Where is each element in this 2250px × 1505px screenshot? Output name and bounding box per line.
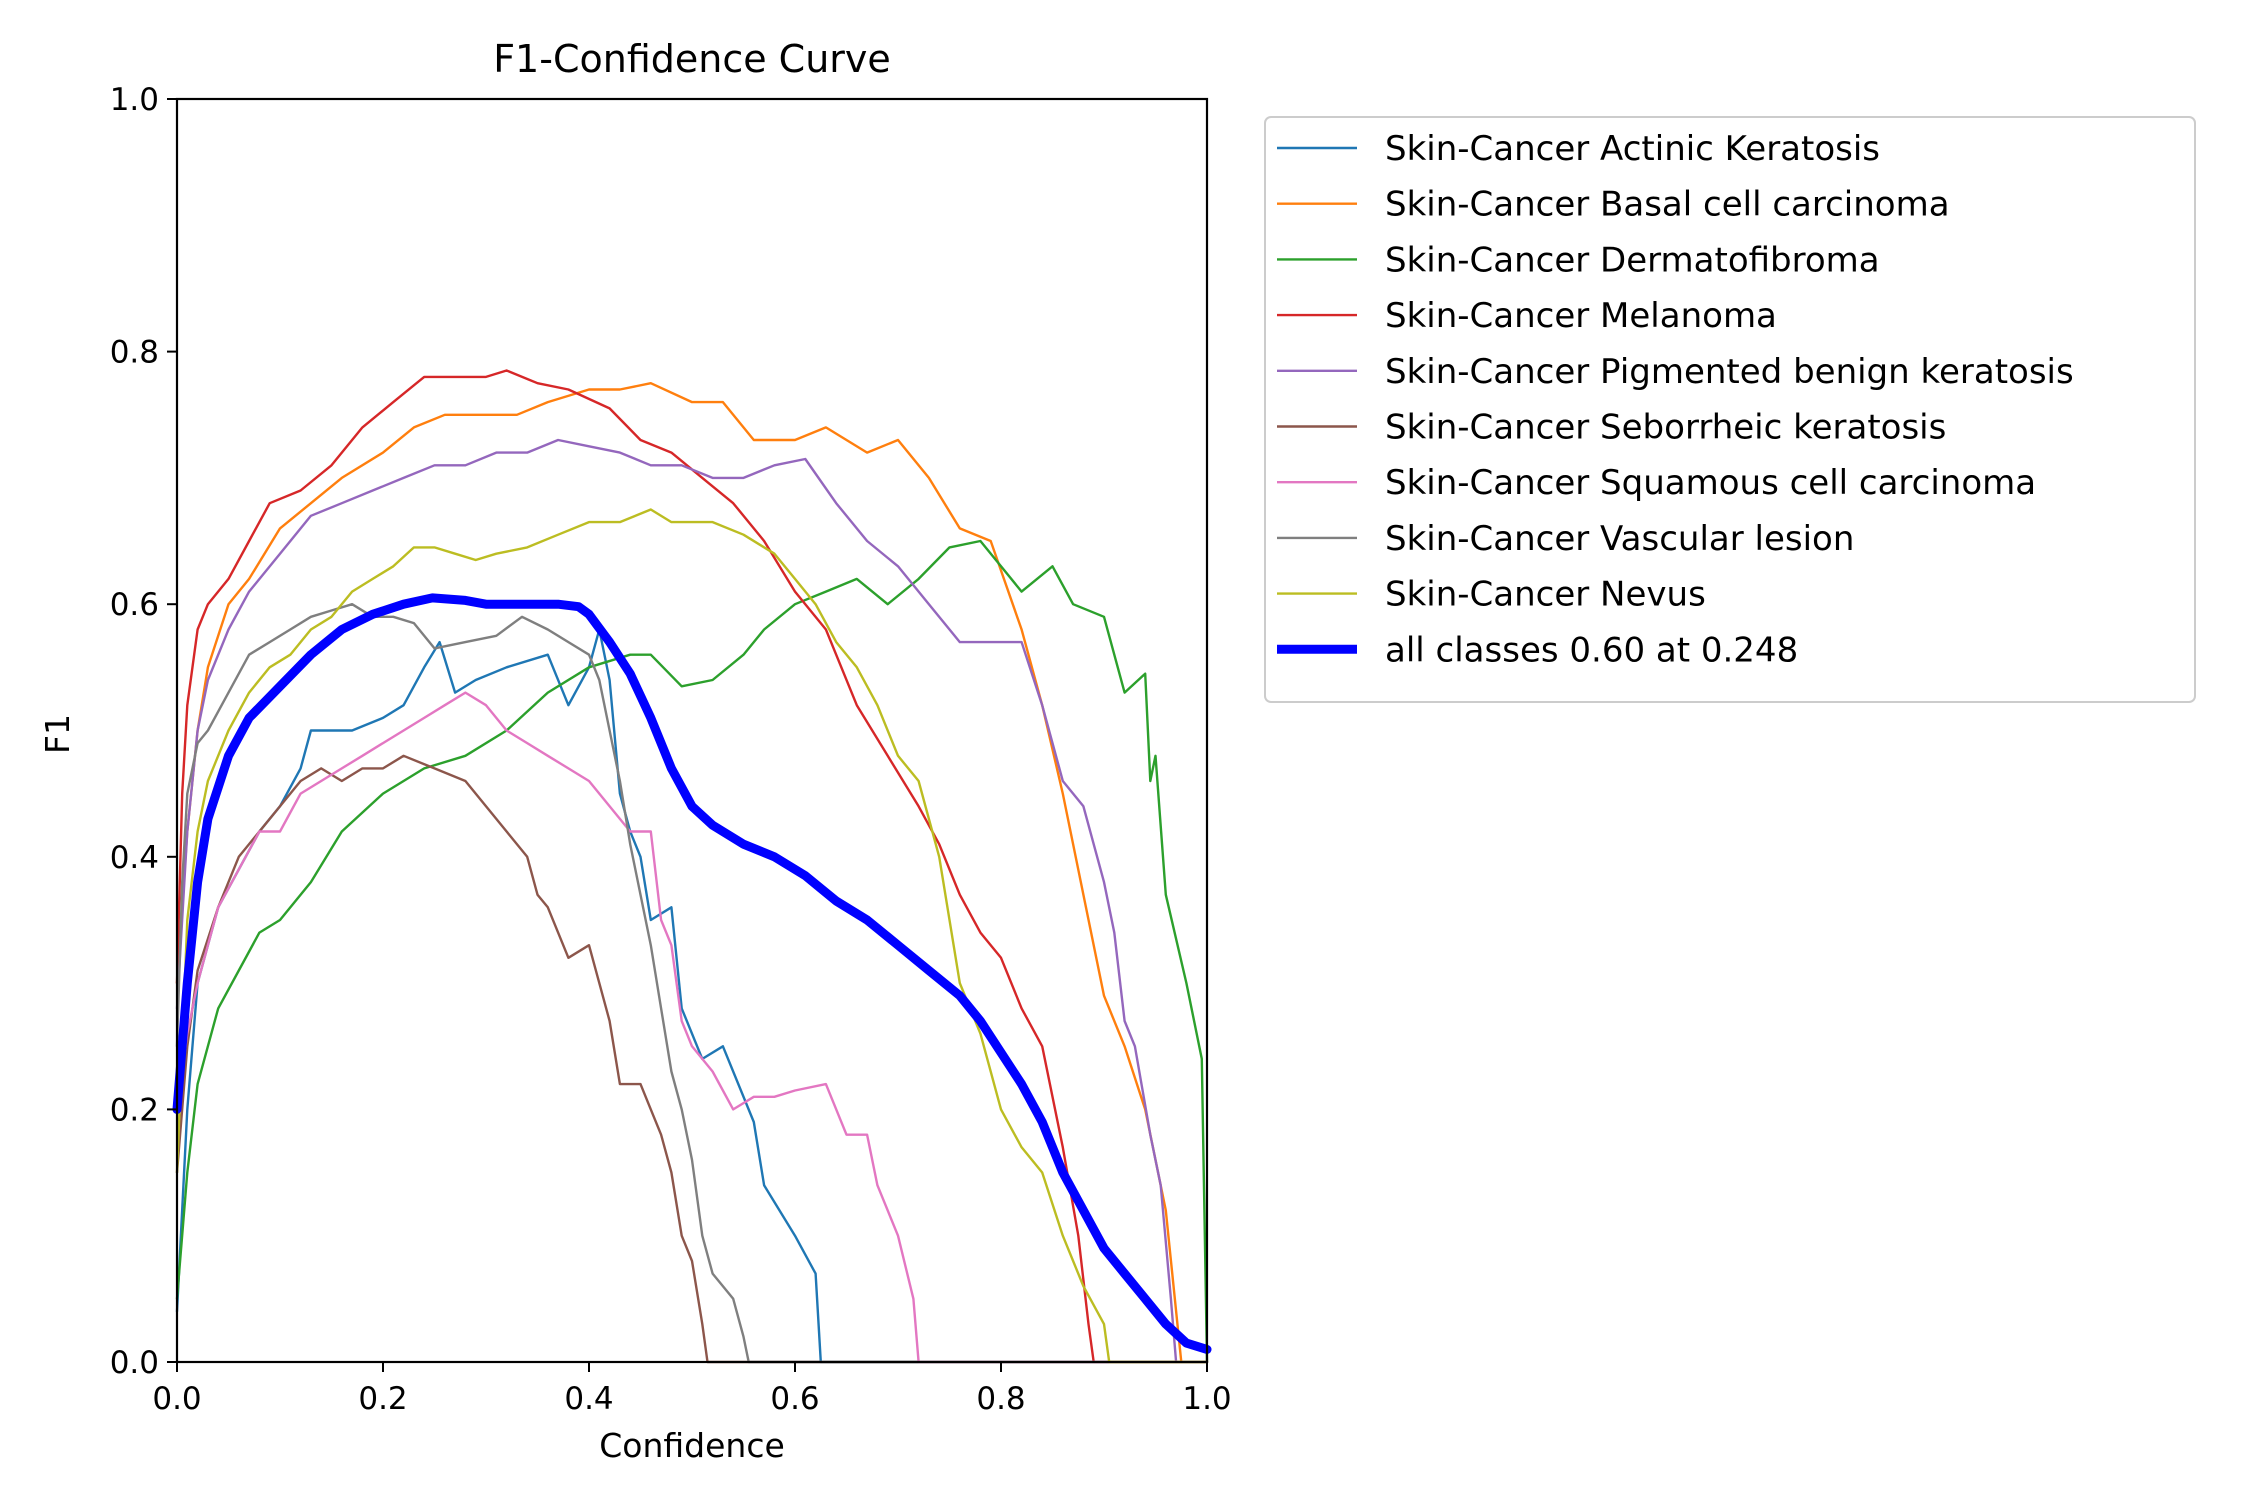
x-tick-label: 0.6 [770,1381,819,1417]
series-line-skin-cancer-squamous-cell-carcinoma [175,691,1209,1364]
x-tick-label: 0.2 [358,1381,407,1417]
y-axis-label: F1 [38,714,77,754]
series-line-skin-cancer-basal-cell-carcinoma [175,382,1209,1364]
legend-label: Skin-Cancer Actinic Keratosis [1385,129,1880,169]
chart-title: F1-Confidence Curve [493,37,891,81]
series-line-skin-cancer-dermatofibroma [175,539,1209,1364]
legend-label: Skin-Cancer Melanoma [1385,296,1777,336]
legend-label: Skin-Cancer Vascular lesion [1385,519,1854,559]
x-axis-label: Confidence [599,1426,785,1465]
y-tick-label: 0.2 [110,1092,159,1128]
y-tick-label: 0.0 [110,1345,159,1381]
y-tick-label: 0.4 [110,840,159,876]
series-line-skin-cancer-nevus [175,508,1209,1364]
series-line-skin-cancer-melanoma [175,369,1209,1364]
x-tick-label: 0.0 [152,1381,201,1417]
legend-label: Skin-Cancer Pigmented benign keratosis [1385,352,2074,392]
x-tick-label: 0.4 [564,1381,613,1417]
series-line-skin-cancer-pigmented-benign-keratosis [175,438,1209,1364]
x-tick-label: 1.0 [1182,1381,1231,1417]
legend: Skin-Cancer Actinic Keratosis Skin-Cancer… [1264,116,2196,703]
legend-label: Skin-Cancer Squamous cell carcinoma [1385,463,2036,503]
y-tick-label: 1.0 [110,82,159,118]
plot-frame [175,97,1209,1364]
y-tick-label: 0.8 [110,335,159,371]
y-tick-label: 0.6 [110,587,159,623]
series-line-skin-cancer-vascular-lesion [175,603,1209,1364]
x-tick-label: 0.8 [976,1381,1025,1417]
series-line-all-classes-0-60-at-0-248 [172,593,1212,1354]
series-layer [172,369,1212,1364]
legend-box [1264,116,2196,703]
axes-layer: 0.0 0.2 0.4 0.6 0.8 1.0 0.0 0.2 0.4 0.6 0.8 1.0 [110,82,1232,1417]
series-line-skin-cancer-seborrheic-keratosis [175,754,1209,1364]
legend-label: all classes 0.60 at 0.248 [1385,630,1798,670]
legend-label: Skin-Cancer Seborrheic keratosis [1385,408,1946,448]
legend-label: Skin-Cancer Dermatofibroma [1385,240,1880,280]
legend-label: Skin-Cancer Nevus [1385,575,1706,615]
legend-label: Skin-Cancer Basal cell carcinoma [1385,185,1950,225]
